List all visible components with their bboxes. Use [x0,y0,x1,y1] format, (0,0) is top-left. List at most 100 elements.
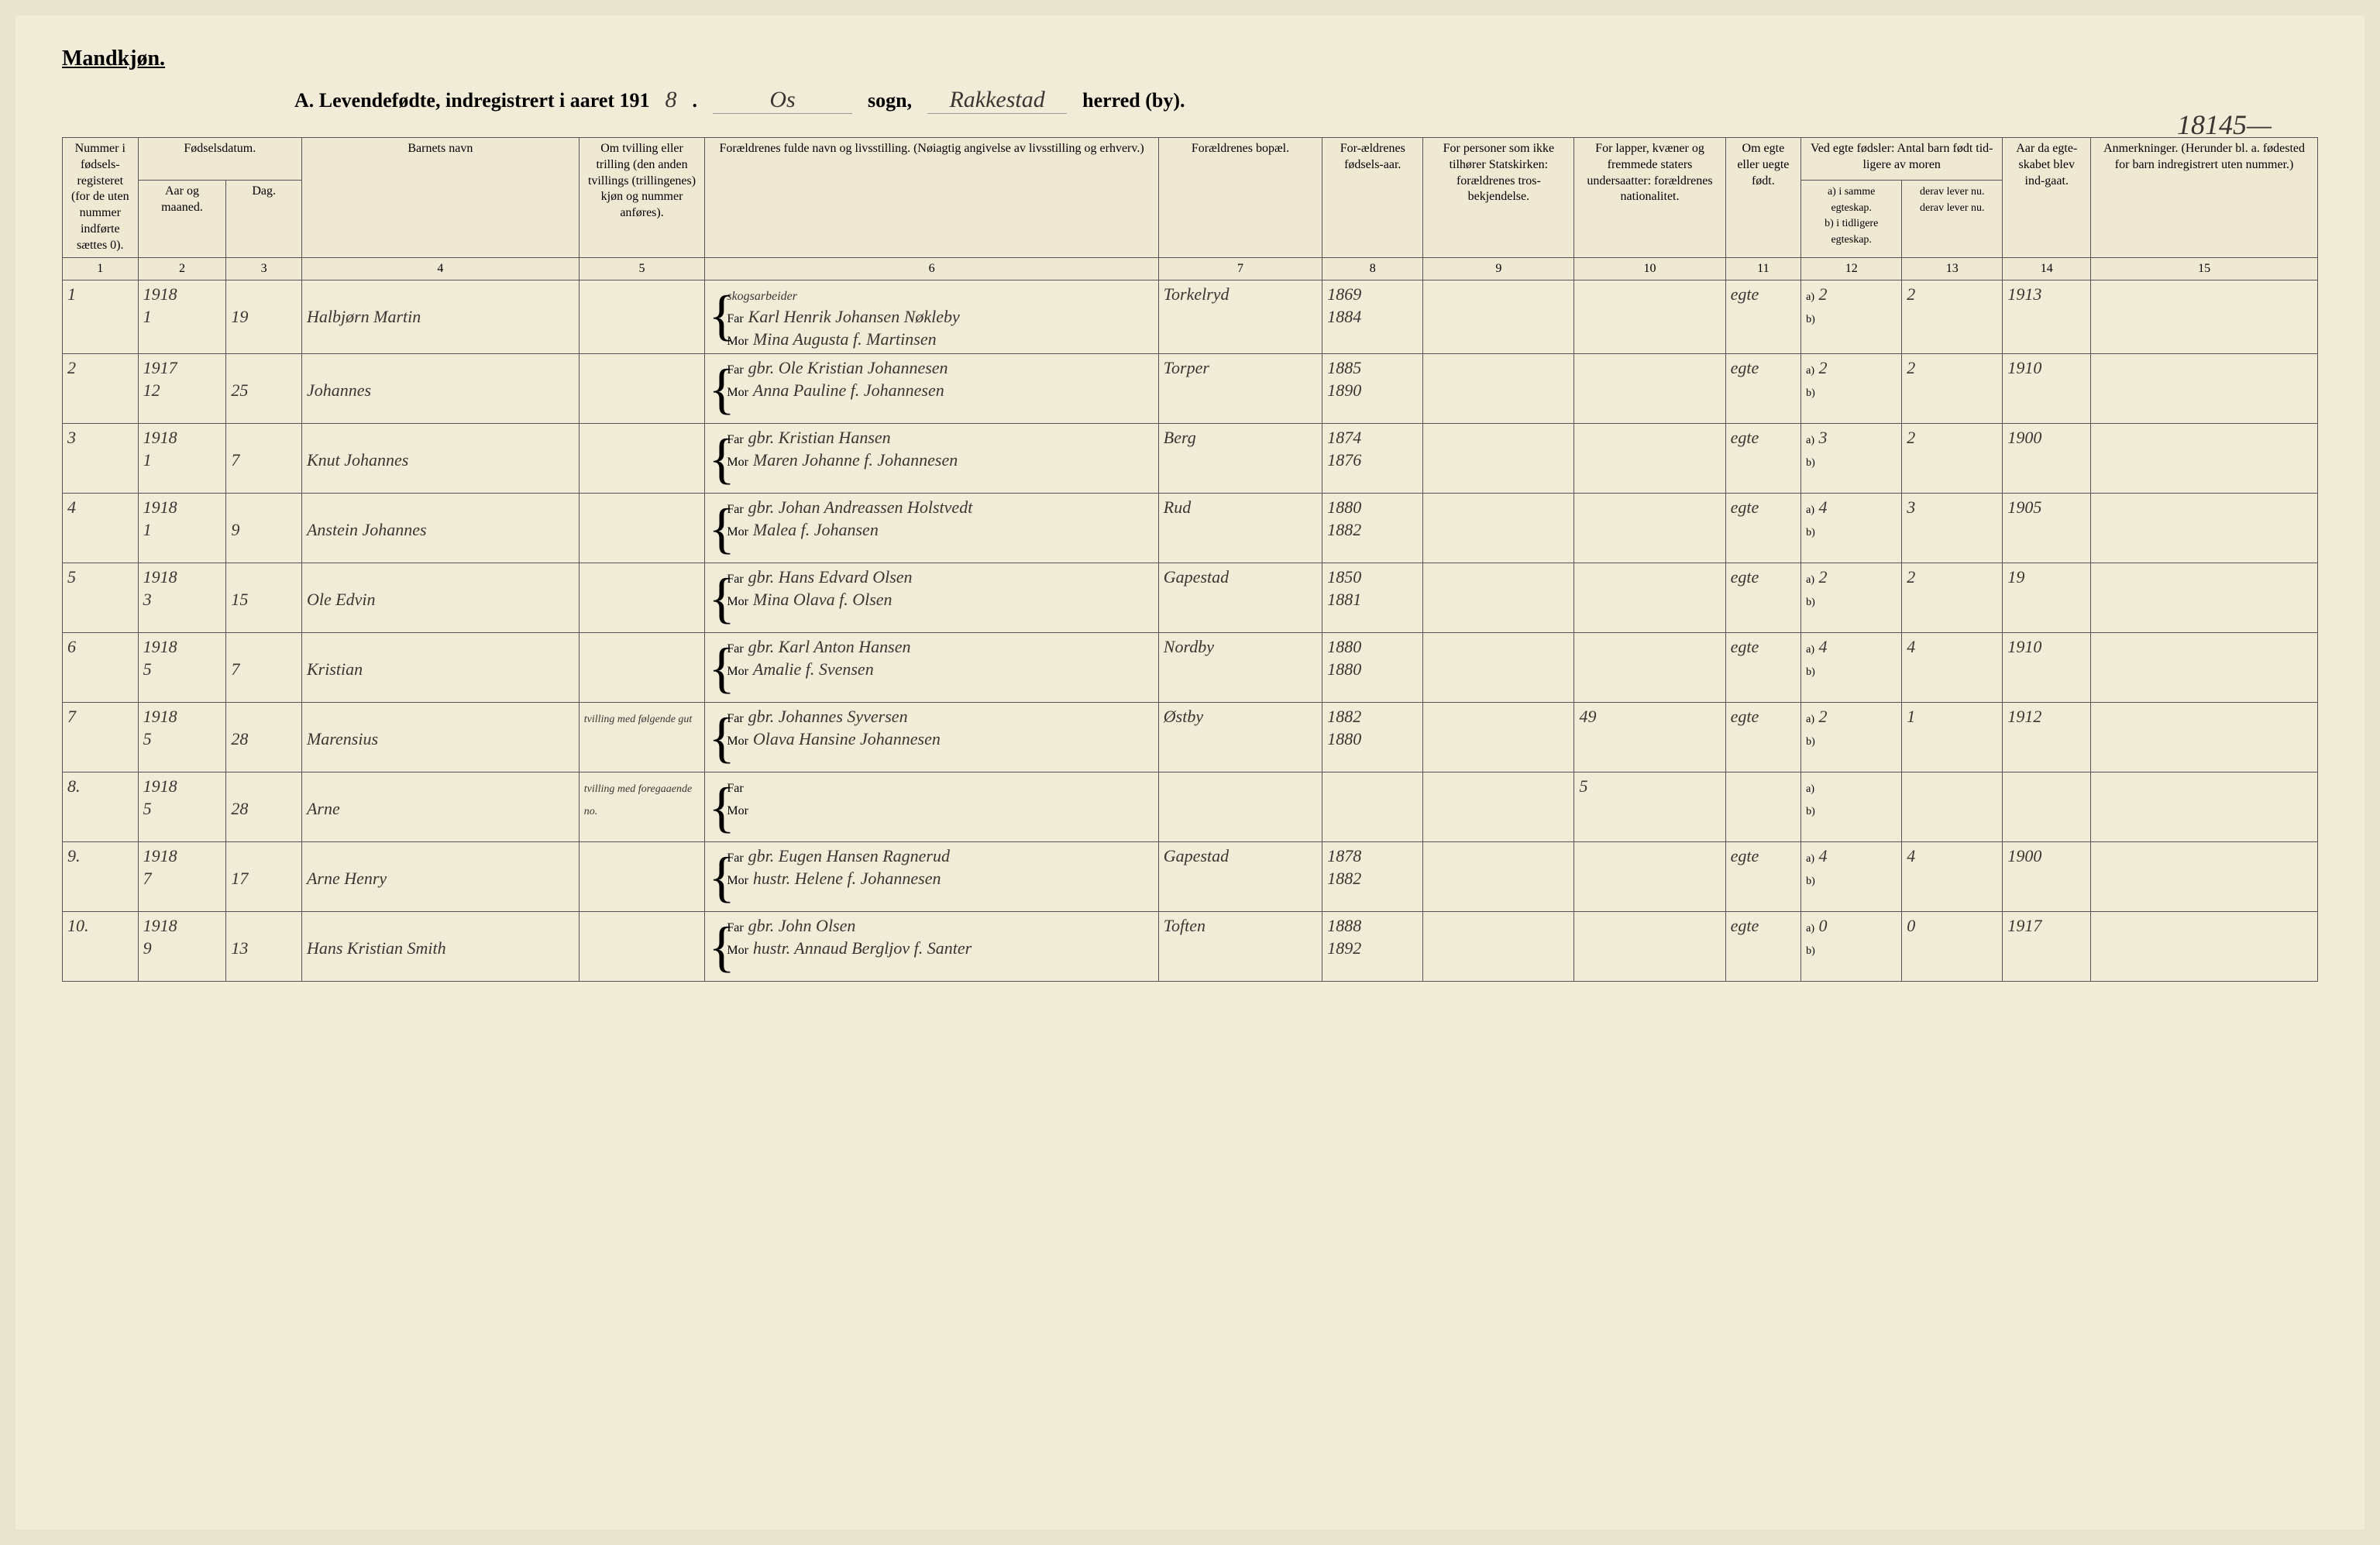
child-name: Arne [307,799,340,818]
cell-twin [579,563,705,633]
father-year: 1878 [1327,846,1361,865]
row-month: 5 [143,659,152,679]
cell-12: a) 2b) [1801,703,1902,772]
row-num: 5 [67,567,76,587]
cell-residence: Torkelryd [1158,280,1322,354]
cell-religion [1423,424,1574,494]
row-year: 1918 [143,637,177,656]
cell-12: a) 4b) [1801,494,1902,563]
table-row: 3191817Knut Johannes{Fargbr. Kristian Ha… [63,424,2318,494]
marriage-year: 1905 [2007,497,2041,517]
cell-parent-years: 18801880 [1322,633,1423,703]
father-line: Fargbr. Johan Andreassen Holstvedt [727,497,1153,519]
cell-13: 3 [1902,494,2003,563]
father-year: 1869 [1327,284,1361,304]
count-12a: 3 [1819,428,1828,447]
cell-residence: Gapestad [1158,842,1322,912]
cell-marriage-year: 1900 [2003,842,2091,912]
cell-12: a) 3 b) [1801,424,1902,494]
father-name: gbr. Eugen Hansen Ragnerud [748,846,950,865]
marriage-year: 1912 [2007,707,2041,726]
a-label: a) [1806,435,1814,446]
row-day: 17 [231,869,248,888]
sogn-label: sogn, [868,89,912,112]
gender-label: Mandkjøn. [62,46,2318,71]
cell-residence: Toften [1158,912,1322,982]
cell-parent-years: 18801882 [1322,494,1423,563]
cell-nationality [1574,424,1725,494]
cell-twin: tvilling med foregaaende no. [579,772,705,842]
count-13a: 4 [1907,637,1915,656]
b-label: b) [1806,876,1815,887]
cell-notes [2091,772,2318,842]
cell-parents: {Fargbr. Hans Edvard OlsenMorMina Olava … [705,563,1158,633]
b-label: b) [1806,527,1815,539]
hdr-12b-txt: b) i tidligere egteskap. [1825,218,1878,246]
colnum-11: 11 [1725,257,1801,280]
cell-twin [579,842,705,912]
cell-name: Halbjørn Martin [301,280,579,354]
cell-parent-years: 18881892 [1322,912,1423,982]
row-year: 1918 [143,497,177,517]
father-line: Fargbr. Eugen Hansen Ragnerud [727,845,1153,868]
cell-egte: egte [1725,703,1801,772]
cell-num: 7 [63,703,139,772]
cell-name: Marensius [301,703,579,772]
hdr-10: For lapper, kvæner og fremmede staters u… [1574,138,1725,258]
cell-egte: egte [1725,424,1801,494]
colnum-4: 4 [301,257,579,280]
b-label: b) [1806,314,1815,325]
cell-day: 15 [226,563,302,633]
cell-12: a) 2b) [1801,354,1902,424]
hdr-9: For personer som ikke tilhører Statskirk… [1423,138,1574,258]
b-label: b) [1806,666,1815,678]
cell-nationality [1574,494,1725,563]
row-day: 19 [231,307,248,326]
mother-name: hustr. Annaud Bergljov f. Santer [753,938,972,958]
cell-egte: egte [1725,912,1801,982]
legitimacy: egte [1731,846,1759,865]
cell-nationality: 49 [1574,703,1725,772]
colnum-3: 3 [226,257,302,280]
legitimacy: egte [1731,637,1759,656]
child-name: Anstein Johannes [307,520,427,539]
row-day: 15 [231,590,248,609]
hdr-6: Forældrenes fulde navn og livsstilling. … [705,138,1158,258]
cell-notes [2091,703,2318,772]
cell-year-month: 19185 [138,703,226,772]
cell-13: 1 [1902,703,2003,772]
father-line: Fargbr. John Olsen [727,915,1153,938]
child-name: Hans Kristian Smith [307,938,446,958]
row-num: 10. [67,916,89,935]
cell-nationality [1574,563,1725,633]
mother-year: 1882 [1327,869,1361,888]
cell-religion [1423,563,1574,633]
cell-year-month: 19181 [138,280,226,354]
cell-num: 1 [63,280,139,354]
cell-name: Kristian [301,633,579,703]
count-12a: 0 [1819,916,1828,935]
cell-name: Arne Henry [301,842,579,912]
colnum-5: 5 [579,257,705,280]
row-year: 1918 [143,846,177,865]
cell-day: 28 [226,703,302,772]
table-row: 4191819Anstein Johannes{Fargbr. Johan An… [63,494,2318,563]
mother-line: Mor [727,798,1153,821]
cell-name: Hans Kristian Smith [301,912,579,982]
b-label: b) [1806,457,1815,469]
cell-residence: Torper [1158,354,1322,424]
cell-name: Anstein Johannes [301,494,579,563]
cell-12: a) 4b) [1801,633,1902,703]
b-label: b) [1806,387,1815,399]
cell-num: 2 [63,354,139,424]
year-suffix: 8 [666,87,677,113]
mother-year: 1890 [1327,380,1361,400]
cell-parents: {skogsarbeiderFarKarl Henrik Johansen Nø… [705,280,1158,354]
marriage-year: 1913 [2007,284,2041,304]
child-name: Halbjørn Martin [307,307,421,326]
cell-name: Arne [301,772,579,842]
hdr-12a-txt: a) i samme egteskap. [1828,186,1875,214]
residence: Torper [1164,358,1209,377]
legitimacy: egte [1731,358,1759,377]
twin-note: tvilling med følgende gut [584,714,693,725]
